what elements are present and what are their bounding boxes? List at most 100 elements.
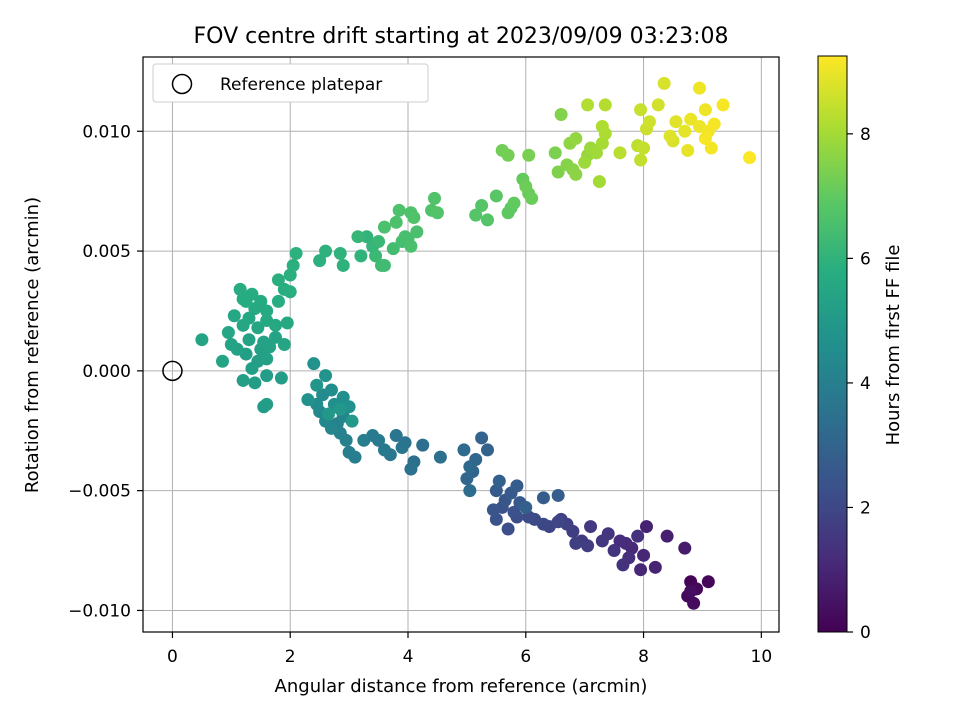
data-point — [486, 503, 500, 517]
data-point — [663, 129, 677, 143]
data-point — [260, 397, 274, 411]
data-point — [271, 294, 285, 308]
data-point — [631, 529, 645, 543]
colorbar-label: Hours from first FF file — [883, 245, 904, 446]
data-point — [489, 189, 503, 203]
data-point — [269, 330, 282, 344]
data-point — [463, 484, 477, 498]
data-point — [581, 539, 595, 553]
data-point — [716, 98, 730, 112]
data-point — [598, 98, 612, 112]
data-point — [277, 338, 291, 351]
data-point — [357, 433, 371, 447]
colorbar-tick-label: 8 — [860, 125, 871, 145]
colorbar: 0 2 4 6 8 Hours from first FF file — [817, 55, 904, 643]
data-point — [584, 520, 598, 534]
data-point — [507, 196, 521, 210]
data-point — [430, 206, 444, 220]
data-point — [280, 316, 294, 330]
data-point — [607, 544, 621, 558]
colorbar-gradient — [817, 55, 848, 633]
data-point — [322, 407, 335, 421]
data-point — [377, 220, 391, 234]
data-point — [481, 213, 494, 227]
data-point — [410, 225, 424, 239]
legend-reference-marker — [171, 73, 193, 95]
colorbar-ticks: 0 2 4 6 8 — [847, 125, 871, 643]
data-point — [469, 208, 483, 222]
data-point — [501, 148, 515, 162]
x-tick-label: 4 — [403, 647, 414, 667]
data-point — [242, 333, 256, 347]
data-point — [319, 369, 333, 383]
data-point — [389, 215, 403, 229]
data-point — [669, 115, 683, 129]
data-point — [336, 258, 350, 272]
data-point — [242, 311, 256, 325]
data-point — [377, 443, 391, 457]
chart-title: FOV centre drift starting at 2023/09/09 … — [194, 24, 729, 49]
data-point — [307, 357, 321, 371]
data-point — [392, 203, 406, 217]
x-tick-label: 10 — [751, 647, 773, 667]
data-point — [407, 211, 421, 225]
data-point — [236, 373, 250, 387]
x-axis-label: Angular distance from reference (arcmin) — [275, 676, 648, 697]
grid-lines — [143, 57, 779, 632]
data-point — [481, 443, 494, 457]
data-point — [345, 414, 359, 428]
data-point — [648, 560, 662, 574]
data-point — [289, 246, 303, 260]
legend-box — [152, 63, 429, 103]
data-point — [310, 378, 324, 392]
data-point — [404, 462, 418, 476]
data-point — [372, 234, 386, 248]
data-point — [386, 242, 400, 256]
legend: Reference platepar — [152, 63, 429, 103]
data-point — [634, 563, 648, 577]
data-point — [260, 304, 274, 318]
data-point — [637, 141, 651, 155]
data-point — [613, 534, 627, 548]
data-point — [269, 318, 282, 332]
data-point — [510, 479, 524, 493]
data-point — [657, 76, 671, 90]
data-point — [457, 443, 471, 457]
data-point — [221, 326, 235, 340]
y-axis-label: Rotation from reference (arcmin) — [22, 197, 43, 493]
data-point — [354, 249, 368, 263]
data-point — [333, 246, 347, 260]
data-point — [637, 548, 651, 562]
data-point — [551, 488, 565, 502]
data-point — [286, 258, 300, 272]
data-point — [592, 175, 606, 189]
y-tick-label: 0.010 — [82, 122, 131, 142]
data-point — [463, 460, 477, 474]
data-point — [548, 146, 562, 160]
data-point — [569, 167, 583, 181]
y-tick-label: −0.010 — [68, 601, 131, 621]
data-point — [525, 191, 539, 205]
data-point — [263, 340, 277, 354]
x-tick-label: 6 — [520, 647, 531, 667]
data-point — [271, 273, 285, 287]
data-point — [336, 390, 350, 404]
data-point — [640, 520, 653, 534]
colorbar-tick-label: 6 — [860, 249, 871, 269]
data-point — [704, 141, 718, 155]
data-point — [404, 239, 418, 253]
data-point — [522, 148, 536, 162]
data-point — [395, 441, 409, 455]
x-tick-label: 2 — [285, 647, 296, 667]
colorbar-tick-label: 0 — [860, 623, 871, 643]
y-tick-label: −0.005 — [68, 482, 131, 502]
data-point — [274, 371, 288, 385]
data-point — [428, 191, 441, 205]
legend-reference-label: Reference platepar — [220, 75, 382, 95]
data-point — [551, 515, 565, 529]
data-point — [698, 131, 712, 145]
data-point — [551, 165, 565, 179]
data-point — [239, 294, 253, 308]
data-point — [260, 352, 274, 366]
